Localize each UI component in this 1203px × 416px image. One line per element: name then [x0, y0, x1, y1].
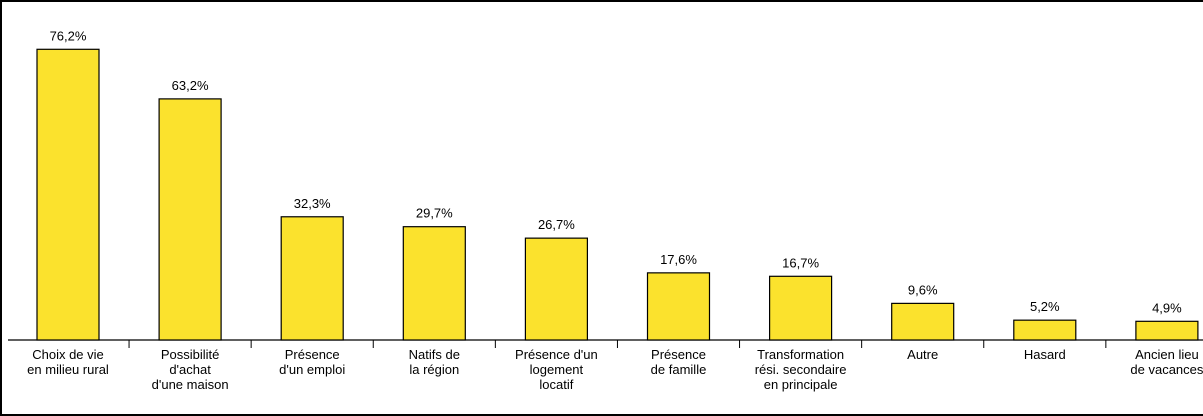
bar-1	[36, 48, 100, 341]
category-label-line: d'achat	[169, 362, 211, 377]
category-label-line: d'une maison	[152, 377, 229, 392]
category-label-line: de famille	[651, 362, 707, 377]
category-label-line: la région	[409, 362, 459, 377]
category-label-line: Transformation	[757, 347, 844, 362]
value-labels-group: 76,2% 63,2% 32,3% 29,7% 26,7% 17,6% 16,7% 9,6% 5…	[50, 28, 1183, 315]
category-label-2: Possibilité d'achat d'une maison	[152, 347, 229, 392]
bar-8	[891, 302, 955, 341]
category-label-line: d'un emploi	[279, 362, 345, 377]
bar-2	[158, 98, 222, 341]
category-label-1: Choix de vie en milieu rural	[27, 347, 109, 377]
category-separators	[128, 340, 1107, 348]
bar-10	[1135, 320, 1199, 341]
category-label-line: rési. secondaire	[755, 362, 847, 377]
value-label-7: 16,7%	[782, 255, 819, 270]
category-label-line: en principale	[764, 377, 838, 392]
category-label-7: Transformation rési. secondaire en princip…	[755, 347, 847, 392]
category-label-line: Possibilité	[161, 347, 220, 362]
value-label-3: 32,3%	[294, 196, 331, 211]
category-label-line: logement	[530, 362, 584, 377]
bar-7	[768, 275, 833, 341]
value-label-2: 63,2%	[172, 78, 209, 93]
value-label-9: 5,2%	[1030, 299, 1060, 314]
category-label-line: en milieu rural	[27, 362, 109, 377]
category-label-line: de vacances	[1130, 362, 1203, 377]
category-label-line: Ancien lieu	[1135, 347, 1199, 362]
category-label-line: Présence	[285, 347, 340, 362]
category-label-line: Natifs de	[409, 347, 460, 362]
category-label-3: Présence d'un emploi	[279, 347, 345, 377]
value-label-8: 9,6%	[908, 282, 938, 297]
category-label-line: locatif	[539, 377, 573, 392]
bar-5	[524, 237, 589, 341]
category-label-line: Présence	[651, 347, 706, 362]
bar-9	[1013, 319, 1077, 341]
value-label-5: 26,7%	[538, 217, 575, 232]
bar-6	[646, 272, 711, 341]
value-label-4: 29,7%	[416, 206, 453, 221]
bar-3	[280, 216, 344, 341]
bar-4	[402, 226, 466, 341]
category-label-9: Hasard	[1024, 347, 1066, 362]
category-label-10: Ancien lieu de vacances	[1130, 347, 1203, 377]
value-label-1: 76,2%	[50, 28, 87, 43]
category-label-5: Présence d'un logement locatif	[515, 347, 598, 392]
category-label-line: Choix de vie	[32, 347, 104, 362]
category-label-4: Natifs de la région	[409, 347, 460, 377]
bars-group	[36, 48, 1199, 341]
category-label-8: Autre	[907, 347, 938, 362]
value-label-10: 4,9%	[1152, 300, 1182, 315]
category-label-line: Autre	[907, 347, 938, 362]
category-label-line: Hasard	[1024, 347, 1066, 362]
category-label-line: Présence d'un	[515, 347, 598, 362]
value-label-6: 17,6%	[660, 252, 697, 267]
category-label-6: Présence de famille	[651, 347, 707, 377]
